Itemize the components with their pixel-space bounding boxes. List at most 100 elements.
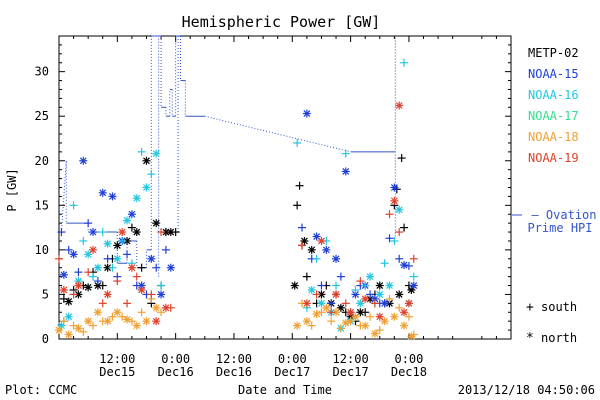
point-south xyxy=(123,299,132,308)
star-d2 xyxy=(104,240,112,248)
point-north xyxy=(89,228,98,237)
star-d2 xyxy=(395,291,403,298)
star-d2 xyxy=(94,308,102,316)
point-south xyxy=(332,281,341,290)
star-d2 xyxy=(303,299,311,307)
point-south xyxy=(118,236,127,245)
star-d2 xyxy=(104,291,112,298)
point-south xyxy=(137,308,146,317)
point-south xyxy=(98,228,107,237)
point-south xyxy=(79,236,88,245)
star-d2 xyxy=(352,313,359,321)
point-south xyxy=(157,281,166,290)
ovation-segment-dotted xyxy=(204,115,351,153)
x-tick-date: Dec16 xyxy=(216,365,252,379)
point-south xyxy=(69,201,78,210)
star-d2 xyxy=(75,324,82,332)
point-south xyxy=(57,228,66,237)
x-axis: 12:00Dec150:00Dec1612:00Dec160:00Dec1712… xyxy=(73,36,497,379)
star-d2 xyxy=(400,261,408,269)
x-tick-time: 12:00 xyxy=(333,352,369,366)
point-south xyxy=(157,308,166,317)
y-tick-label: 0 xyxy=(42,332,49,346)
point-south xyxy=(390,236,399,245)
star-d2 xyxy=(361,322,369,330)
point-north xyxy=(322,303,331,312)
point-south xyxy=(380,259,389,268)
x-axis-label: Date and Time xyxy=(238,383,332,397)
south-marker-symbol: + xyxy=(526,300,534,315)
star-d2 xyxy=(143,157,150,165)
point-south xyxy=(395,228,404,237)
x-tick-time: 0:00 xyxy=(278,352,307,366)
point-north xyxy=(366,272,375,281)
point-north xyxy=(118,228,127,237)
point-south xyxy=(137,263,146,272)
star-d2 xyxy=(55,326,63,334)
point-north xyxy=(380,299,389,308)
star-d2 xyxy=(84,283,92,291)
star-d2 xyxy=(75,291,82,298)
legend-entry-metp-02: METP-02 xyxy=(528,46,579,60)
point-south xyxy=(298,241,307,250)
star-d2 xyxy=(60,286,68,294)
point-north xyxy=(89,245,98,254)
star-d2 xyxy=(318,299,325,307)
point-north xyxy=(142,156,151,165)
star-d2 xyxy=(308,286,316,294)
star-d2 xyxy=(133,322,141,330)
legend-entry-noaa-15: NOAA-15 xyxy=(528,67,579,81)
y-tick-label: 10 xyxy=(35,243,49,257)
x-tick-time: 12:00 xyxy=(216,352,252,366)
star-d2 xyxy=(152,219,160,227)
north-marker-symbol: * xyxy=(526,331,534,346)
point-north xyxy=(346,308,355,317)
star-d2 xyxy=(342,319,350,327)
point-north xyxy=(166,263,175,272)
point-north xyxy=(385,281,394,290)
point-south xyxy=(341,299,350,308)
y-tick-label: 15 xyxy=(35,198,49,212)
star-d2 xyxy=(65,313,73,321)
point-north xyxy=(409,281,418,290)
star-d2 xyxy=(366,295,374,303)
star-d2 xyxy=(123,315,131,323)
ovation-label-line1: — Ovation xyxy=(531,208,596,222)
star-d2 xyxy=(89,228,97,236)
star-d2 xyxy=(318,291,325,298)
point-north xyxy=(84,250,93,259)
point-south xyxy=(317,281,326,290)
star-d2 xyxy=(133,194,141,202)
point-south xyxy=(113,277,122,286)
point-south xyxy=(89,321,98,330)
star-d2 xyxy=(84,317,92,325)
star-d2 xyxy=(104,264,112,272)
point-north xyxy=(332,254,341,263)
point-north xyxy=(370,329,379,338)
star-d2 xyxy=(118,228,126,236)
star-d2 xyxy=(157,291,165,298)
star-d2 xyxy=(70,250,78,258)
point-north xyxy=(361,294,370,303)
ovation-segment-dotted xyxy=(60,160,67,233)
star-d2 xyxy=(60,271,68,279)
point-south xyxy=(385,234,394,243)
star-d2 xyxy=(395,206,403,214)
star-d2 xyxy=(303,110,311,117)
point-north xyxy=(103,239,112,248)
star-d2 xyxy=(332,308,340,316)
legend-entry-noaa-17: NOAA-17 xyxy=(528,109,579,123)
star-d2 xyxy=(303,317,311,325)
point-north xyxy=(127,210,136,219)
point-north xyxy=(147,254,156,263)
point-south xyxy=(147,170,156,179)
star-d2 xyxy=(386,299,393,307)
point-south xyxy=(64,245,73,254)
point-north xyxy=(400,261,409,270)
star-d2 xyxy=(143,184,150,191)
star-d2 xyxy=(123,237,131,245)
star-d2 xyxy=(94,282,102,289)
north-marker-label: north xyxy=(541,331,577,345)
